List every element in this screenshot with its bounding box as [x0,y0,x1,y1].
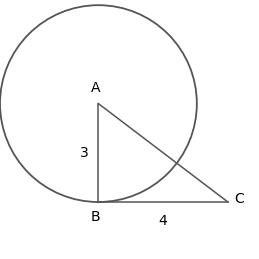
Text: B: B [91,210,101,224]
Text: A: A [91,81,100,95]
Text: 3: 3 [80,146,89,160]
Text: C: C [234,192,244,206]
Text: 4: 4 [159,214,168,228]
